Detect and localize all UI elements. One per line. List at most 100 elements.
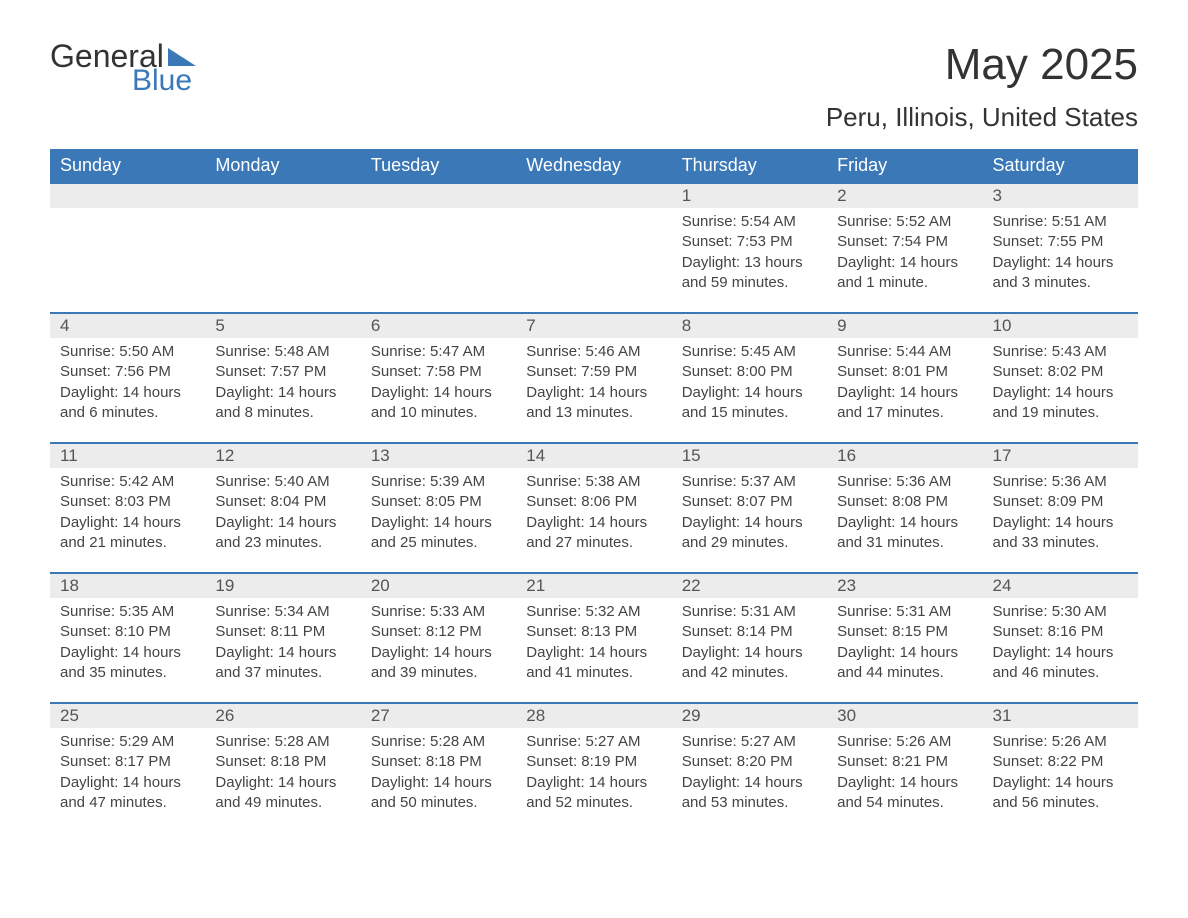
day-number — [205, 184, 360, 208]
logo-word-2: Blue — [132, 66, 196, 96]
day-number: 21 — [516, 574, 671, 598]
calendar-header-row: Sunday Monday Tuesday Wednesday Thursday… — [50, 149, 1138, 183]
day-body: Sunrise: 5:30 AMSunset: 8:16 PMDaylight:… — [983, 598, 1138, 693]
calendar-cell: 18Sunrise: 5:35 AMSunset: 8:10 PMDayligh… — [50, 573, 205, 703]
sunset-text: Sunset: 8:17 PM — [60, 752, 195, 772]
day-number: 1 — [672, 184, 827, 208]
sunrise-text: Sunrise: 5:50 AM — [60, 342, 195, 362]
col-monday: Monday — [205, 149, 360, 183]
day-number — [50, 184, 205, 208]
calendar-cell: 9Sunrise: 5:44 AMSunset: 8:01 PMDaylight… — [827, 313, 982, 443]
day-body: Sunrise: 5:51 AMSunset: 7:55 PMDaylight:… — [983, 208, 1138, 303]
day-number: 9 — [827, 314, 982, 338]
sunrise-text: Sunrise: 5:26 AM — [837, 732, 972, 752]
day-body: Sunrise: 5:38 AMSunset: 8:06 PMDaylight:… — [516, 468, 671, 563]
sunset-text: Sunset: 8:06 PM — [526, 492, 661, 512]
day-body: Sunrise: 5:36 AMSunset: 8:09 PMDaylight:… — [983, 468, 1138, 563]
sunrise-text: Sunrise: 5:34 AM — [215, 602, 350, 622]
sunrise-text: Sunrise: 5:47 AM — [371, 342, 506, 362]
day-number: 13 — [361, 444, 516, 468]
sunrise-text: Sunrise: 5:48 AM — [215, 342, 350, 362]
day-body: Sunrise: 5:31 AMSunset: 8:15 PMDaylight:… — [827, 598, 982, 693]
day-number: 12 — [205, 444, 360, 468]
logo: General Blue — [50, 40, 196, 96]
sunset-text: Sunset: 8:10 PM — [60, 622, 195, 642]
sunset-text: Sunset: 7:59 PM — [526, 362, 661, 382]
daylight-text: Daylight: 14 hours and 1 minute. — [837, 253, 972, 294]
day-body: Sunrise: 5:33 AMSunset: 8:12 PMDaylight:… — [361, 598, 516, 693]
day-number: 16 — [827, 444, 982, 468]
sunrise-text: Sunrise: 5:39 AM — [371, 472, 506, 492]
calendar-cell: 2Sunrise: 5:52 AMSunset: 7:54 PMDaylight… — [827, 183, 982, 313]
calendar-week-row: 4Sunrise: 5:50 AMSunset: 7:56 PMDaylight… — [50, 313, 1138, 443]
day-body: Sunrise: 5:28 AMSunset: 8:18 PMDaylight:… — [361, 728, 516, 823]
calendar-cell: 1Sunrise: 5:54 AMSunset: 7:53 PMDaylight… — [672, 183, 827, 313]
calendar-cell: 28Sunrise: 5:27 AMSunset: 8:19 PMDayligh… — [516, 703, 671, 833]
sunrise-text: Sunrise: 5:42 AM — [60, 472, 195, 492]
day-number: 24 — [983, 574, 1138, 598]
day-number: 11 — [50, 444, 205, 468]
day-number: 15 — [672, 444, 827, 468]
daylight-text: Daylight: 14 hours and 10 minutes. — [371, 383, 506, 424]
calendar-cell: 13Sunrise: 5:39 AMSunset: 8:05 PMDayligh… — [361, 443, 516, 573]
sunrise-text: Sunrise: 5:29 AM — [60, 732, 195, 752]
calendar-cell: 22Sunrise: 5:31 AMSunset: 8:14 PMDayligh… — [672, 573, 827, 703]
daylight-text: Daylight: 14 hours and 44 minutes. — [837, 643, 972, 684]
day-number: 5 — [205, 314, 360, 338]
sunrise-text: Sunrise: 5:32 AM — [526, 602, 661, 622]
day-body: Sunrise: 5:27 AMSunset: 8:19 PMDaylight:… — [516, 728, 671, 823]
sunset-text: Sunset: 8:22 PM — [993, 752, 1128, 772]
calendar-cell: 25Sunrise: 5:29 AMSunset: 8:17 PMDayligh… — [50, 703, 205, 833]
calendar-cell: 23Sunrise: 5:31 AMSunset: 8:15 PMDayligh… — [827, 573, 982, 703]
calendar-table: Sunday Monday Tuesday Wednesday Thursday… — [50, 149, 1138, 833]
sunset-text: Sunset: 7:55 PM — [993, 232, 1128, 252]
daylight-text: Daylight: 14 hours and 56 minutes. — [993, 773, 1128, 814]
sunset-text: Sunset: 8:00 PM — [682, 362, 817, 382]
calendar-cell: 7Sunrise: 5:46 AMSunset: 7:59 PMDaylight… — [516, 313, 671, 443]
day-number — [361, 184, 516, 208]
day-body: Sunrise: 5:37 AMSunset: 8:07 PMDaylight:… — [672, 468, 827, 563]
location-label: Peru, Illinois, United States — [50, 102, 1138, 133]
day-body: Sunrise: 5:47 AMSunset: 7:58 PMDaylight:… — [361, 338, 516, 433]
day-number: 18 — [50, 574, 205, 598]
daylight-text: Daylight: 14 hours and 33 minutes. — [993, 513, 1128, 554]
daylight-text: Daylight: 14 hours and 29 minutes. — [682, 513, 817, 554]
day-body: Sunrise: 5:52 AMSunset: 7:54 PMDaylight:… — [827, 208, 982, 303]
day-body: Sunrise: 5:36 AMSunset: 8:08 PMDaylight:… — [827, 468, 982, 563]
calendar-week-row: 11 Sunrise: 5:42 AMSunset: 8:03 PM Dayligh… — [50, 443, 1138, 573]
day-body: Sunrise: 5:29 AMSunset: 8:17 PMDaylight:… — [50, 728, 205, 823]
day-body: Sunrise: 5:26 AMSunset: 8:21 PMDaylight:… — [827, 728, 982, 823]
sunrise-text: Sunrise: 5:36 AM — [993, 472, 1128, 492]
daylight-text: Daylight: 14 hours and 25 minutes. — [371, 513, 506, 554]
sunset-text: Sunset: 8:03 PM — [60, 492, 195, 512]
col-thursday: Thursday — [672, 149, 827, 183]
calendar-cell: 6Sunrise: 5:47 AMSunset: 7:58 PMDaylight… — [361, 313, 516, 443]
sunset-text: Sunset: 8:15 PM — [837, 622, 972, 642]
sunset-text: Sunset: 8:11 PM — [215, 622, 350, 642]
calendar-cell: 16Sunrise: 5:36 AMSunset: 8:08 PMDayligh… — [827, 443, 982, 573]
daylight-text: Daylight: 14 hours and 17 minutes. — [837, 383, 972, 424]
day-body: Sunrise: 5:45 AMSunset: 8:00 PMDaylight:… — [672, 338, 827, 433]
col-tuesday: Tuesday — [361, 149, 516, 183]
sunrise-text: Sunrise: 5:37 AM — [682, 472, 817, 492]
header: General Blue May 2025 — [50, 40, 1138, 96]
sunrise-text: Sunrise: 5:30 AM — [993, 602, 1128, 622]
daylight-text: Daylight: 14 hours and 50 minutes. — [371, 773, 506, 814]
sunrise-text: Sunrise: 5:28 AM — [371, 732, 506, 752]
day-number: 19 — [205, 574, 360, 598]
calendar-cell: 5Sunrise: 5:48 AMSunset: 7:57 PMDaylight… — [205, 313, 360, 443]
calendar-cell: 27Sunrise: 5:28 AMSunset: 8:18 PMDayligh… — [361, 703, 516, 833]
daylight-text: Daylight: 14 hours and 39 minutes. — [371, 643, 506, 684]
calendar-cell: 26Sunrise: 5:28 AMSunset: 8:18 PMDayligh… — [205, 703, 360, 833]
daylight-text: Daylight: 14 hours and 15 minutes. — [682, 383, 817, 424]
sunrise-text: Sunrise: 5:45 AM — [682, 342, 817, 362]
day-number: 30 — [827, 704, 982, 728]
day-body: Sunrise: 5:44 AMSunset: 8:01 PMDaylight:… — [827, 338, 982, 433]
day-body: Sunrise: 5:35 AMSunset: 8:10 PMDaylight:… — [50, 598, 205, 693]
sunset-text: Sunset: 8:18 PM — [371, 752, 506, 772]
sunset-text: Sunset: 8:13 PM — [526, 622, 661, 642]
calendar-cell: 30Sunrise: 5:26 AMSunset: 8:21 PMDayligh… — [827, 703, 982, 833]
calendar-cell: 29Sunrise: 5:27 AMSunset: 8:20 PMDayligh… — [672, 703, 827, 833]
sunset-text: Sunset: 7:58 PM — [371, 362, 506, 382]
day-body: Sunrise: 5:54 AMSunset: 7:53 PMDaylight:… — [672, 208, 827, 303]
